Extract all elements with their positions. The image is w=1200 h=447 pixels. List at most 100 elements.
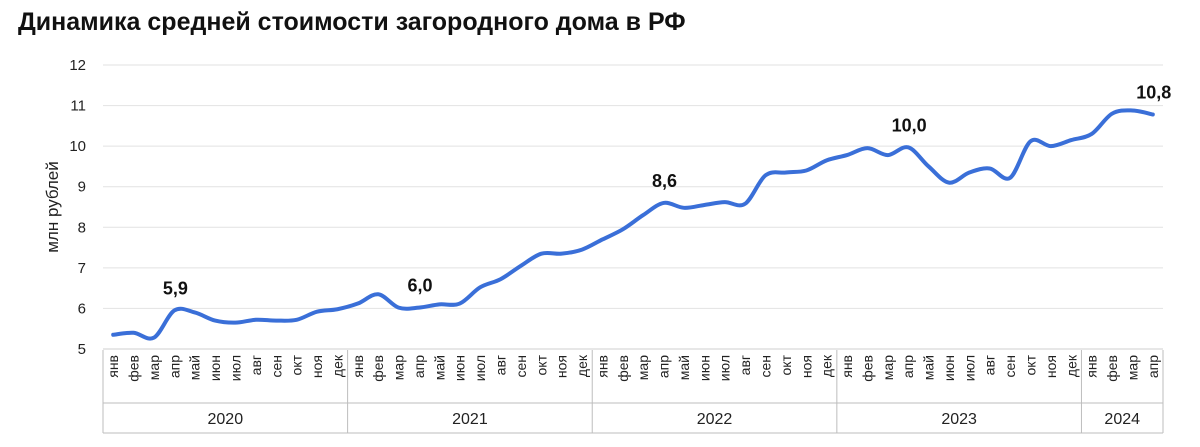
data-point [1131, 109, 1134, 112]
data-point [479, 286, 482, 289]
year-label: 2020 [208, 411, 244, 428]
x-tick-label: мар [635, 355, 651, 380]
x-tick-label: авг [737, 355, 753, 375]
x-tick-label: мар [880, 355, 896, 380]
x-tick-label: дек [329, 354, 345, 377]
data-point [173, 309, 176, 312]
x-tick-label: окт [533, 354, 549, 375]
data-point [682, 206, 685, 209]
year-label: 2021 [452, 411, 488, 428]
x-tick-label: июн [207, 355, 223, 381]
data-point [1070, 139, 1073, 142]
data-point [723, 201, 726, 204]
data-point [499, 278, 502, 281]
data-label: 10,8 [1136, 82, 1171, 102]
data-label: 5,9 [163, 278, 188, 298]
data-point [560, 252, 563, 255]
data-point [947, 181, 950, 184]
data-point [744, 202, 747, 205]
data-point [703, 203, 706, 206]
x-tick-label: ноя [798, 355, 814, 378]
data-point [214, 319, 217, 322]
x-tick-label: окт [1023, 354, 1039, 375]
y-tick-label: 10 [69, 138, 86, 155]
x-tick-label: апр [1145, 355, 1161, 378]
data-point [132, 331, 135, 334]
data-point [519, 264, 522, 267]
data-point [601, 238, 604, 241]
data-point [784, 171, 787, 174]
data-label: 10,0 [892, 115, 927, 135]
data-point [377, 293, 380, 296]
x-tick-label: авг [493, 355, 509, 375]
x-tick-label: янв [105, 355, 121, 378]
x-tick-label: янв [839, 355, 855, 378]
x-tick-label: окт [778, 354, 794, 375]
x-tick-label: ноя [309, 355, 325, 378]
x-tick-label: окт [289, 354, 305, 375]
x-tick-label: апр [900, 355, 916, 378]
y-tick-label: 7 [78, 260, 86, 277]
x-tick-label: фев [615, 355, 631, 382]
data-point [866, 147, 869, 150]
x-tick-label: мар [391, 355, 407, 380]
data-point [805, 169, 808, 172]
x-tick-label: апр [411, 355, 427, 378]
data-point [316, 310, 319, 313]
data-label: 8,6 [652, 171, 677, 191]
x-tick-label: сен [513, 355, 529, 378]
x-tick-label: фев [1104, 355, 1120, 382]
x-tick-label: июн [941, 355, 957, 381]
y-tick-label: 9 [78, 179, 86, 196]
data-point [1151, 113, 1154, 116]
data-point [907, 146, 910, 149]
data-point [1090, 132, 1093, 135]
x-tick-label: июл [961, 355, 977, 381]
y-tick-label: 11 [70, 98, 86, 115]
x-tick-label: июл [472, 355, 488, 381]
data-point [1049, 145, 1052, 148]
x-tick-label: дек [819, 354, 835, 377]
x-tick-label: дек [574, 354, 590, 377]
x-tick-label: ноя [554, 355, 570, 378]
x-tick-label: апр [166, 355, 182, 378]
data-point [1029, 140, 1032, 143]
x-tick-label: май [921, 355, 937, 380]
data-point [764, 174, 767, 177]
data-label: 6,0 [407, 276, 432, 296]
x-tick-label: мар [1124, 355, 1140, 380]
data-point [886, 154, 889, 157]
data-point [275, 319, 278, 322]
series-line [111, 108, 1155, 341]
x-tick-label: фев [370, 355, 386, 382]
y-tick-label: 12 [69, 57, 86, 74]
x-tick-label: ноя [1043, 355, 1059, 378]
x-tick-label: июн [696, 355, 712, 381]
x-tick-label: мар [146, 355, 162, 380]
data-point [397, 306, 400, 309]
data-point [1111, 112, 1114, 115]
data-point [438, 303, 441, 306]
data-point [234, 321, 237, 324]
x-tick-label: янв [1084, 355, 1100, 378]
x-tick-label: авг [982, 355, 998, 375]
data-point [968, 171, 971, 174]
x-tick-label: авг [248, 355, 264, 375]
data-point [642, 214, 645, 217]
data-point [458, 302, 461, 305]
x-tick-label: июн [452, 355, 468, 381]
x-tick-label: сен [1002, 355, 1018, 378]
data-point [825, 159, 828, 162]
data-point [1009, 176, 1012, 179]
data-point [846, 154, 849, 157]
x-tick-label: апр [656, 355, 672, 378]
data-point [417, 306, 420, 309]
x-tick-label: май [676, 355, 692, 380]
data-point [927, 165, 930, 168]
data-point [581, 248, 584, 251]
data-point [295, 318, 298, 321]
y-tick-label: 6 [78, 300, 86, 317]
x-tick-label: май [431, 355, 447, 380]
data-point [356, 302, 359, 305]
